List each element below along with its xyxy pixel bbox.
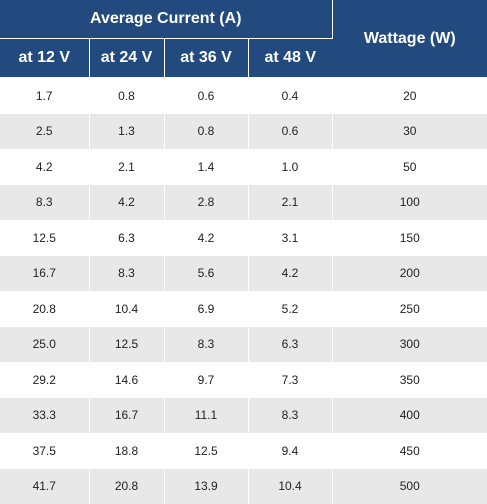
current-36v-cell: 11.1: [164, 398, 248, 434]
current-12v-cell: 20.8: [0, 291, 89, 327]
voltage-header-12v: at 12 V: [0, 39, 89, 78]
wattage-cell: 300: [332, 327, 487, 363]
current-24v-cell: 8.3: [89, 256, 164, 292]
current-12v-cell: 37.5: [0, 433, 89, 469]
wattage-cell: 150: [332, 220, 487, 256]
current-48v-cell: 10.4: [248, 469, 332, 504]
current-24v-cell: 16.7: [89, 398, 164, 434]
current-48v-cell: 3.1: [248, 220, 332, 256]
voltage-header-36v: at 36 V: [164, 39, 248, 78]
current-36v-cell: 8.3: [164, 327, 248, 363]
current-36v-cell: 9.7: [164, 362, 248, 398]
current-48v-cell: 2.1: [248, 185, 332, 221]
current-48v-cell: 5.2: [248, 291, 332, 327]
current-36v-cell: 13.9: [164, 469, 248, 504]
current-48v-cell: 7.3: [248, 362, 332, 398]
current-48v-cell: 1.0: [248, 149, 332, 185]
current-36v-cell: 5.6: [164, 256, 248, 292]
current-24v-cell: 0.8: [89, 78, 164, 114]
current-24v-cell: 2.1: [89, 149, 164, 185]
wattage-cell: 50: [332, 149, 487, 185]
current-36v-cell: 6.9: [164, 291, 248, 327]
current-12v-cell: 16.7: [0, 256, 89, 292]
current-24v-cell: 6.3: [89, 220, 164, 256]
wattage-cell: 30: [332, 114, 487, 150]
average-current-header: Average Current (A): [0, 0, 332, 39]
current-12v-cell: 25.0: [0, 327, 89, 363]
current-36v-cell: 4.2: [164, 220, 248, 256]
wattage-cell: 350: [332, 362, 487, 398]
current-48v-cell: 6.3: [248, 327, 332, 363]
current-24v-cell: 1.3: [89, 114, 164, 150]
current-36v-cell: 1.4: [164, 149, 248, 185]
current-12v-cell: 33.3: [0, 398, 89, 434]
current-24v-cell: 14.6: [89, 362, 164, 398]
current-48v-cell: 4.2: [248, 256, 332, 292]
wattage-header: Wattage (W): [332, 0, 487, 78]
wattage-cell: 450: [332, 433, 487, 469]
current-12v-cell: 12.5: [0, 220, 89, 256]
current-12v-cell: 8.3: [0, 185, 89, 221]
current-48v-cell: 0.4: [248, 78, 332, 114]
current-12v-cell: 29.2: [0, 362, 89, 398]
voltage-header-48v: at 48 V: [248, 39, 332, 78]
current-12v-cell: 4.2: [0, 149, 89, 185]
wattage-cell: 400: [332, 398, 487, 434]
voltage-header-24v: at 24 V: [89, 39, 164, 78]
wattage-cell: 250: [332, 291, 487, 327]
current-24v-cell: 10.4: [89, 291, 164, 327]
current-12v-cell: 1.7: [0, 78, 89, 114]
current-48v-cell: 9.4: [248, 433, 332, 469]
current-24v-cell: 20.8: [89, 469, 164, 504]
wattage-cell: 100: [332, 185, 487, 221]
current-36v-cell: 12.5: [164, 433, 248, 469]
wattage-cell: 500: [332, 469, 487, 504]
current-36v-cell: 0.6: [164, 78, 248, 114]
current-12v-cell: 41.7: [0, 469, 89, 504]
current-24v-cell: 12.5: [89, 327, 164, 363]
table-header: Average Current (A) Wattage (W) at 12 V …: [0, 0, 487, 78]
current-12v-cell: 2.5: [0, 114, 89, 150]
current-24v-cell: 4.2: [89, 185, 164, 221]
current-24v-cell: 18.8: [89, 433, 164, 469]
current-36v-cell: 2.8: [164, 185, 248, 221]
wattage-cell: 200: [332, 256, 487, 292]
current-36v-cell: 0.8: [164, 114, 248, 150]
current-48v-cell: 8.3: [248, 398, 332, 434]
wattage-cell: 20: [332, 78, 487, 114]
current-48v-cell: 0.6: [248, 114, 332, 150]
